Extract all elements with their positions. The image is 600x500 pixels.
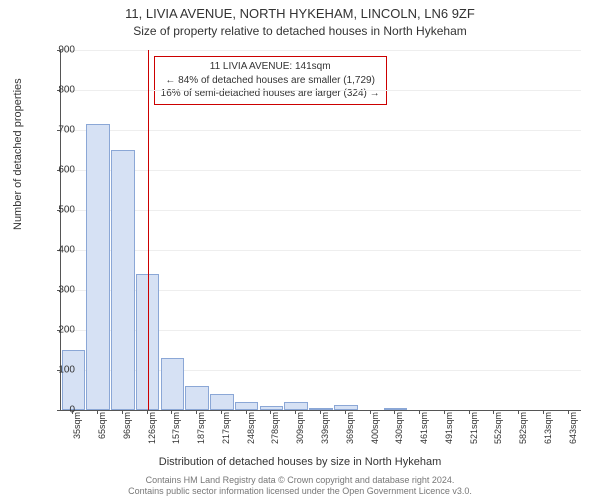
footer-text: Contains HM Land Registry data © Crown c… — [0, 475, 600, 498]
x-tick-label: 187sqm — [196, 412, 206, 452]
marker-line — [148, 50, 149, 410]
plot-area: 11 LIVIA AVENUE: 141sqm ← 84% of detache… — [60, 50, 581, 411]
histogram-bar — [210, 394, 234, 410]
histogram-bar — [334, 405, 358, 410]
title-main: 11, LIVIA AVENUE, NORTH HYKEHAM, LINCOLN… — [0, 0, 600, 22]
x-axis-label: Distribution of detached houses by size … — [0, 456, 600, 468]
histogram-bar — [62, 350, 86, 410]
annotation-line1: 11 LIVIA AVENUE: 141sqm — [161, 60, 380, 74]
grid-line — [61, 50, 581, 51]
x-tick-label: 35sqm — [72, 412, 82, 452]
histogram-bar — [86, 124, 110, 410]
footer-line2: Contains public sector information licen… — [128, 486, 472, 496]
y-tick-label: 600 — [45, 165, 75, 176]
x-tick-label: 491sqm — [444, 412, 454, 452]
histogram-bar — [235, 402, 259, 410]
title-sub: Size of property relative to detached ho… — [0, 22, 600, 38]
y-axis-label: Number of detached properties — [12, 78, 24, 230]
x-tick-label: 278sqm — [270, 412, 280, 452]
grid-line — [61, 210, 581, 211]
x-tick-label: 217sqm — [221, 412, 231, 452]
x-tick-label: 582sqm — [518, 412, 528, 452]
x-tick-label: 65sqm — [97, 412, 107, 452]
grid-line — [61, 90, 581, 91]
y-tick-label: 200 — [45, 325, 75, 336]
y-tick-label: 400 — [45, 245, 75, 256]
y-tick-label: 900 — [45, 45, 75, 56]
x-tick-label: 552sqm — [493, 412, 503, 452]
x-tick-label: 461sqm — [419, 412, 429, 452]
y-tick-label: 0 — [45, 405, 75, 416]
x-tick-label: 400sqm — [370, 412, 380, 452]
y-tick-label: 700 — [45, 125, 75, 136]
x-tick-label: 339sqm — [320, 412, 330, 452]
x-tick-label: 643sqm — [568, 412, 578, 452]
y-tick-label: 300 — [45, 285, 75, 296]
chart-container: 11, LIVIA AVENUE, NORTH HYKEHAM, LINCOLN… — [0, 0, 600, 500]
x-tick-label: 157sqm — [171, 412, 181, 452]
grid-line — [61, 250, 581, 251]
y-tick-label: 100 — [45, 365, 75, 376]
annotation-line2: ← 84% of detached houses are smaller (1,… — [161, 74, 380, 88]
x-tick-label: 430sqm — [394, 412, 404, 452]
x-tick-label: 248sqm — [246, 412, 256, 452]
y-tick-label: 800 — [45, 85, 75, 96]
grid-line — [61, 130, 581, 131]
y-tick-label: 500 — [45, 205, 75, 216]
x-tick-label: 521sqm — [469, 412, 479, 452]
x-tick-label: 126sqm — [147, 412, 157, 452]
x-tick-label: 96sqm — [122, 412, 132, 452]
x-tick-label: 613sqm — [543, 412, 553, 452]
histogram-bar — [185, 386, 209, 410]
x-tick-label: 369sqm — [345, 412, 355, 452]
histogram-bar — [111, 150, 135, 410]
x-tick-label: 309sqm — [295, 412, 305, 452]
annotation-box: 11 LIVIA AVENUE: 141sqm ← 84% of detache… — [154, 56, 387, 105]
grid-line — [61, 170, 581, 171]
histogram-bar — [161, 358, 185, 410]
footer-line1: Contains HM Land Registry data © Crown c… — [146, 475, 455, 485]
histogram-bar — [284, 402, 308, 410]
